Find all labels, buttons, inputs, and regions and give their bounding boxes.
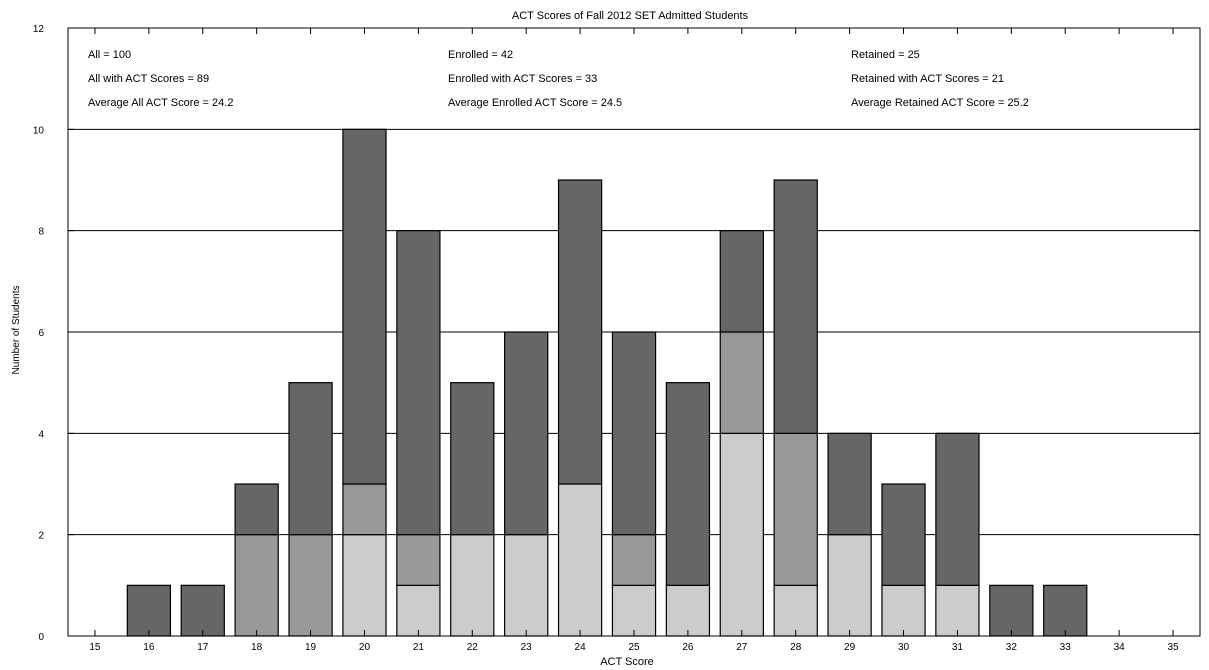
bar-all-24 xyxy=(557,179,603,485)
bar-all-19 xyxy=(288,382,333,536)
bar-all-20 xyxy=(342,128,387,485)
bars xyxy=(126,128,1088,637)
bar-retained-22 xyxy=(450,534,495,637)
bar-all-31 xyxy=(935,432,980,586)
bar-all-23 xyxy=(504,331,549,536)
bar-enrolled-27 xyxy=(719,331,764,434)
bar-all-27 xyxy=(719,230,764,333)
bar-retained-23 xyxy=(504,534,549,637)
annotation-2-1: Retained with ACT Scores = 21 xyxy=(851,73,1004,85)
bar-enrolled-21 xyxy=(396,534,441,586)
bar-retained-25 xyxy=(611,584,657,637)
annotation-0-1: All with ACT Scores = 89 xyxy=(88,73,209,85)
y-tick-label-4: 4 xyxy=(38,429,44,440)
x-tick-label-27: 27 xyxy=(736,642,748,653)
y-tick-label-8: 8 xyxy=(38,227,44,238)
bar-retained-20 xyxy=(342,534,387,637)
bar-all-18 xyxy=(234,483,279,536)
bar-all-26 xyxy=(665,382,711,586)
bar-all-16 xyxy=(126,584,172,637)
x-tick-label-31: 31 xyxy=(952,642,964,653)
x-tick-label-16: 16 xyxy=(143,642,155,653)
annotation-2-0: Retained = 25 xyxy=(851,49,920,61)
bar-enrolled-25 xyxy=(611,534,657,586)
y-tick-label-2: 2 xyxy=(38,531,44,542)
bar-retained-24 xyxy=(557,483,603,637)
x-tick-label-33: 33 xyxy=(1060,642,1072,653)
x-tick-label-28: 28 xyxy=(790,642,802,653)
x-tick-label-25: 25 xyxy=(628,642,640,653)
bar-retained-27 xyxy=(719,432,764,637)
chart-title: ACT Scores of Fall 2012 SET Admitted Stu… xyxy=(512,10,749,22)
bar-all-29 xyxy=(827,432,872,536)
bar-enrolled-20 xyxy=(342,483,387,536)
bar-retained-31 xyxy=(935,584,980,637)
x-tick-label-26: 26 xyxy=(682,642,694,653)
x-tick-label-17: 17 xyxy=(197,642,209,653)
y-tick-label-0: 0 xyxy=(38,632,44,643)
annotation-1-0: Enrolled = 42 xyxy=(448,49,513,61)
bar-retained-21 xyxy=(396,584,441,637)
y-axis-label: Number of Students xyxy=(11,286,22,375)
annotations: All = 100 All with ACT Scores = 89 Average… xyxy=(88,49,1029,109)
bar-enrolled-18 xyxy=(234,534,279,637)
x-tick-label-18: 18 xyxy=(251,642,263,653)
annotation-1-2: Average Enrolled ACT Score = 24.5 xyxy=(448,97,622,109)
bar-all-25 xyxy=(611,331,657,536)
y-tick-label-10: 10 xyxy=(33,125,45,136)
bar-all-21 xyxy=(396,230,441,536)
x-tick-label-20: 20 xyxy=(359,642,371,653)
x-tick-label-15: 15 xyxy=(89,642,101,653)
bar-enrolled-28 xyxy=(773,432,818,586)
annotation-0-0: All = 100 xyxy=(88,49,131,61)
bar-retained-26 xyxy=(665,584,711,637)
x-tick-label-24: 24 xyxy=(575,642,587,653)
bar-enrolled-19 xyxy=(288,534,333,637)
bar-all-33 xyxy=(1043,584,1088,637)
annotation-0-2: Average All ACT Score = 24.2 xyxy=(88,97,233,109)
x-tick-label-23: 23 xyxy=(521,642,533,653)
x-tick-label-34: 34 xyxy=(1114,642,1126,653)
x-tick-label-30: 30 xyxy=(898,642,910,653)
annotation-1-1: Enrolled with ACT Scores = 33 xyxy=(448,73,597,85)
bar-all-30 xyxy=(881,483,926,586)
y-tick-label-6: 6 xyxy=(38,328,44,339)
x-tick-label-19: 19 xyxy=(305,642,317,653)
plot-frame xyxy=(67,27,1201,637)
x-tick-label-29: 29 xyxy=(844,642,856,653)
bar-retained-30 xyxy=(881,584,926,637)
bar-all-32 xyxy=(989,584,1034,637)
bar-all-28 xyxy=(773,179,818,434)
x-axis-label: ACT Score xyxy=(600,656,654,668)
x-tick-label-32: 32 xyxy=(1006,642,1018,653)
annotation-2-2: Average Retained ACT Score = 25.2 xyxy=(851,97,1029,109)
bar-retained-29 xyxy=(827,534,872,637)
bar-retained-28 xyxy=(773,584,818,637)
bar-all-17 xyxy=(180,584,225,637)
bar-all-22 xyxy=(450,382,495,536)
y-tick-label-12: 12 xyxy=(33,24,45,35)
x-tick-label-35: 35 xyxy=(1167,642,1179,653)
x-tick-label-22: 22 xyxy=(467,642,479,653)
x-tick-label-21: 21 xyxy=(413,642,425,653)
